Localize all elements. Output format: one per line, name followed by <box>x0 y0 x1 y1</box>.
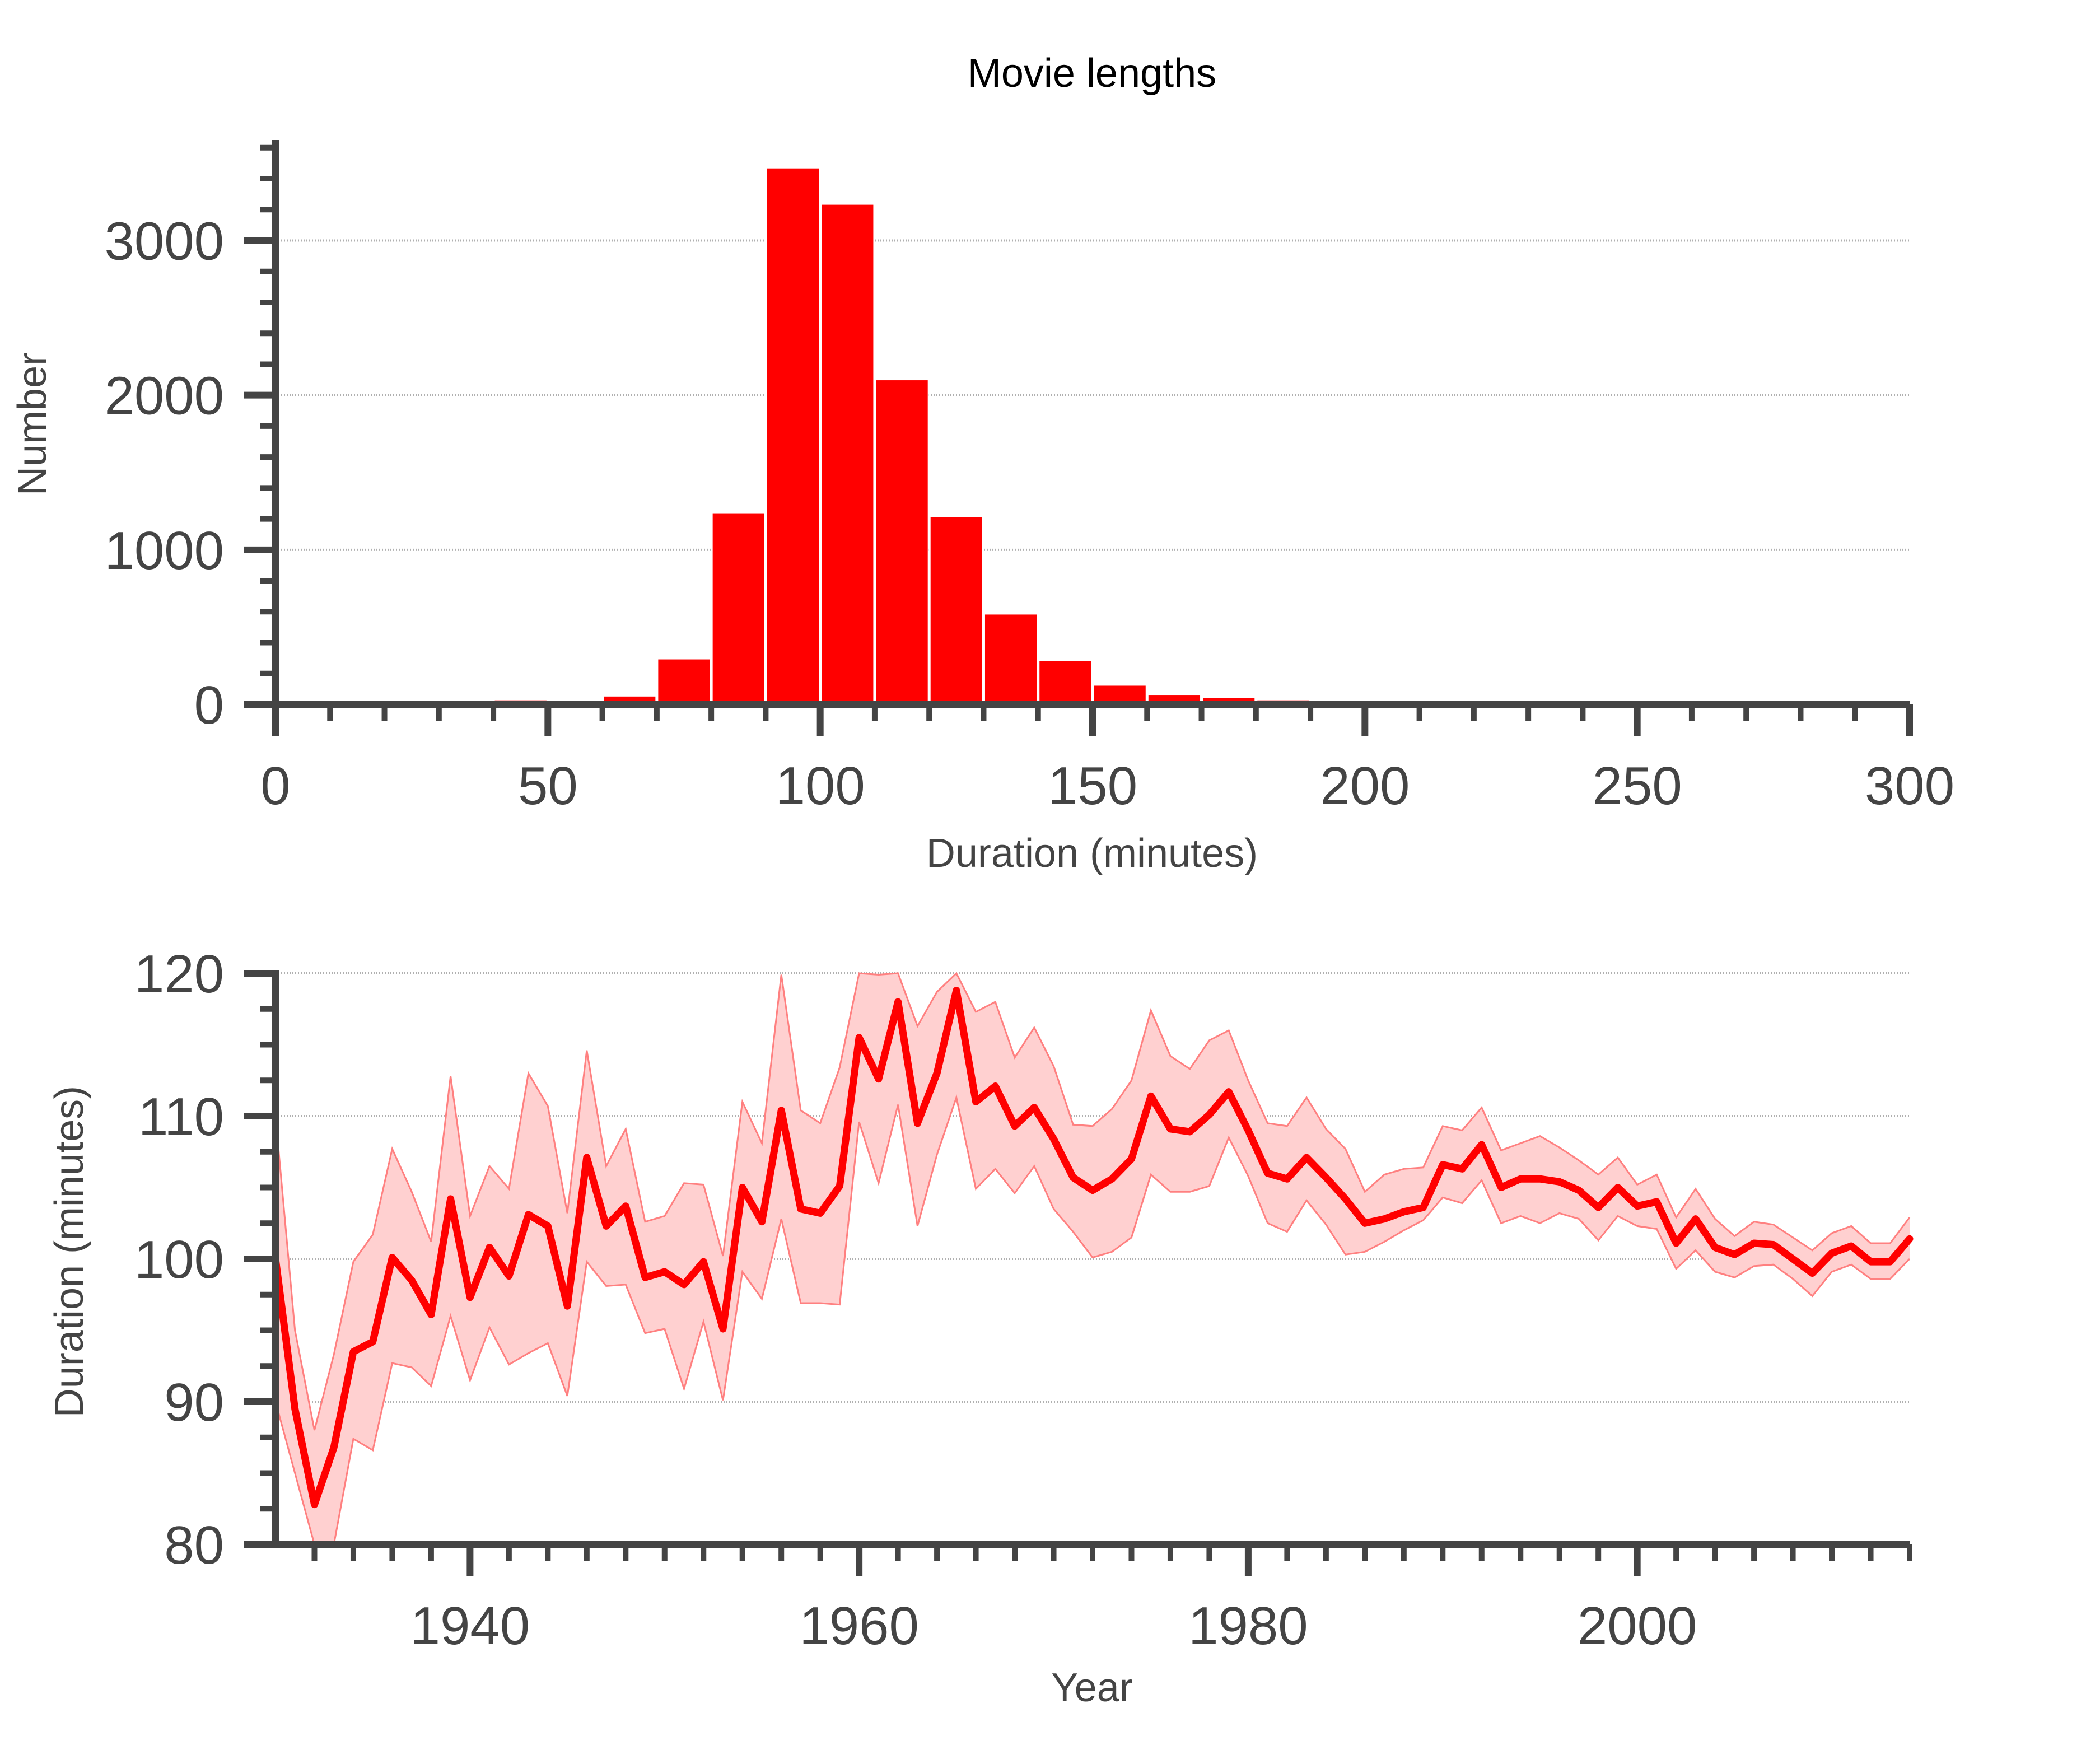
histogram-x-tick-label: 0 <box>260 756 290 816</box>
histogram-y-tick-label: 1000 <box>104 521 224 581</box>
histogram-x-axis-label: Duration (minutes) <box>926 831 1258 876</box>
duration-x-tick-label: 1940 <box>410 1596 530 1656</box>
histogram-x-tick-label: 100 <box>776 756 865 816</box>
confidence-band-lower-edge <box>274 1094 1911 1546</box>
duration-y-tick-label: 120 <box>134 944 224 1004</box>
duration-y-tick-label: 80 <box>164 1515 224 1575</box>
duration-x-axis-label: Year <box>1051 1665 1132 1710</box>
histogram-bar <box>820 203 875 705</box>
histogram-bar <box>1038 660 1093 705</box>
histogram-x-tick-label: 250 <box>1593 756 1682 816</box>
confidence-band-group <box>274 972 1911 1546</box>
confidence-band-upper-edge <box>274 972 1911 1431</box>
histogram-title: Movie lengths <box>968 51 1216 96</box>
mean-duration-line <box>272 987 1914 1509</box>
histogram-bar <box>657 658 711 705</box>
duration-x-tick-label: 1960 <box>799 1596 919 1656</box>
histogram-y-axis-label: Number <box>10 352 55 496</box>
duration-by-year-panel: 1940 1960 1980 2000 80 90 100 110 120 Year Durat… <box>47 944 1914 1710</box>
histogram-bar <box>983 613 1038 706</box>
duration-x-tick-label: 2000 <box>1578 1596 1697 1656</box>
histogram-x-tick-label: 200 <box>1320 756 1410 816</box>
histogram-x-tick-label: 150 <box>1048 756 1137 816</box>
histogram-y-tick-label: 3000 <box>104 212 224 272</box>
mean-duration-series <box>272 987 1914 1509</box>
duration-y-tick-label: 100 <box>134 1230 224 1290</box>
histogram-x-tick-label: 50 <box>518 756 578 816</box>
histogram-bars <box>276 167 1910 706</box>
histogram-bar <box>766 167 820 705</box>
confidence-band <box>276 973 1910 1544</box>
duration-x-tick-label: 1980 <box>1188 1596 1308 1656</box>
histogram-y-tick-label: 2000 <box>104 366 224 426</box>
duration-y-tick-label: 90 <box>164 1373 224 1432</box>
duration-axes: 1940 1960 1980 2000 80 90 100 110 120 <box>134 944 1912 1656</box>
histogram-y-tick-label: 0 <box>194 675 224 735</box>
histogram-bar <box>711 512 766 705</box>
histogram-gridlines <box>276 239 1910 551</box>
duration-y-axis-label: Duration (minutes) <box>47 1086 92 1417</box>
histogram-bar <box>929 516 983 705</box>
histogram-x-tick-label: 300 <box>1865 756 1954 816</box>
histogram-bar <box>875 379 929 705</box>
duration-y-tick-label: 110 <box>138 1087 224 1147</box>
